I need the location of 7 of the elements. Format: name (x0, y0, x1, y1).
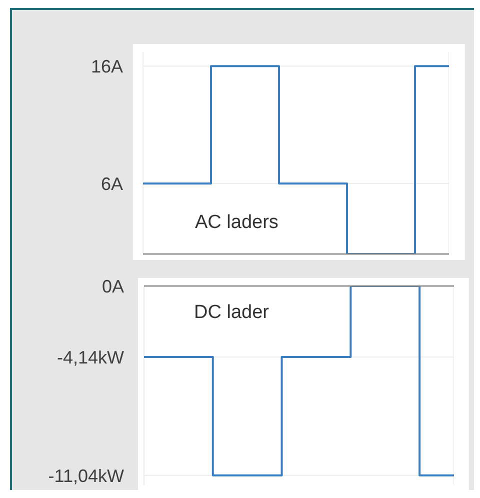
y-tick-label: 0A (102, 276, 124, 296)
y-tick-label: -4,14kW (56, 347, 124, 368)
annotation: AC laders (195, 212, 278, 234)
y-tick-label: -11,04kW (48, 466, 124, 486)
annotation: DC lader (194, 302, 269, 324)
y-tick-label: 6A (100, 174, 123, 194)
y-tick-label: 16A (90, 56, 123, 76)
